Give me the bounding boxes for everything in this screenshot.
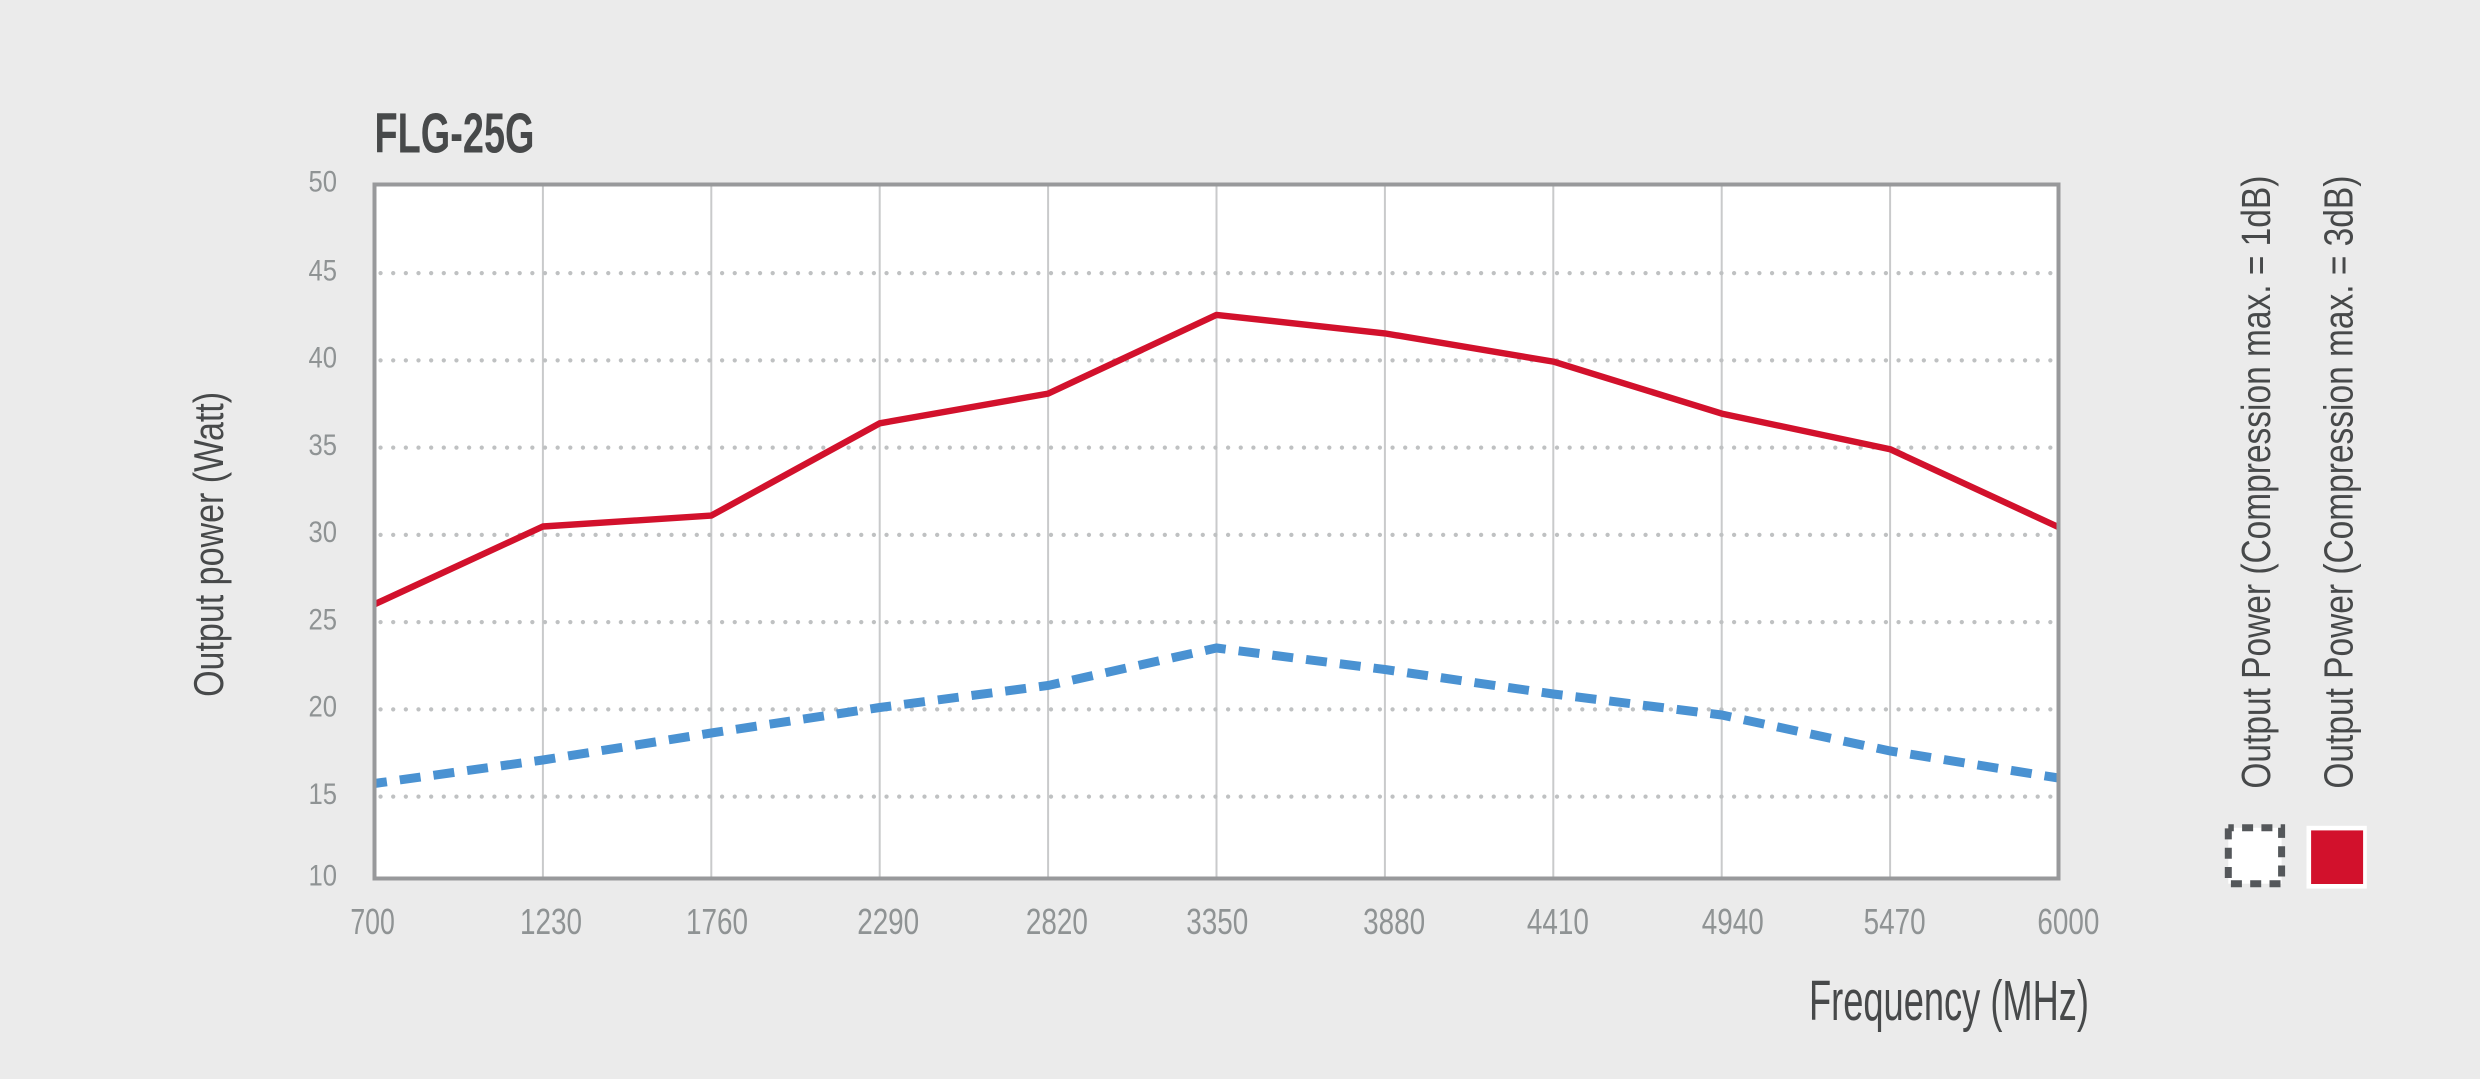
svg-text:3350: 3350	[1186, 901, 1248, 942]
svg-text:FLG-25G: FLG-25G	[375, 102, 535, 166]
svg-text:700: 700	[350, 901, 395, 942]
svg-text:Frequency (MHz): Frequency (MHz)	[1809, 969, 2089, 1033]
svg-text:6000: 6000	[2037, 901, 2099, 942]
svg-text:2290: 2290	[857, 901, 919, 942]
svg-text:4410: 4410	[1527, 901, 1589, 942]
svg-text:30: 30	[309, 516, 338, 549]
svg-text:40: 40	[309, 342, 338, 375]
svg-text:25: 25	[309, 603, 338, 636]
svg-text:2820: 2820	[1026, 901, 1088, 942]
svg-text:35: 35	[309, 429, 338, 462]
svg-text:Output power (Watt): Output power (Watt)	[185, 392, 232, 697]
svg-text:4940: 4940	[1702, 901, 1764, 942]
svg-text:Output Power (Compression max.: Output Power (Compression max. = 1dB)	[2233, 176, 2279, 789]
svg-text:20: 20	[309, 691, 338, 724]
svg-text:5470: 5470	[1864, 901, 1926, 942]
svg-text:1760: 1760	[686, 901, 748, 942]
svg-text:50: 50	[309, 166, 338, 199]
svg-text:Output Power (Compression max.: Output Power (Compression max. = 3dB)	[2315, 176, 2361, 789]
svg-text:45: 45	[309, 254, 338, 287]
svg-text:15: 15	[309, 778, 338, 811]
svg-text:1230: 1230	[520, 901, 582, 942]
svg-text:3880: 3880	[1363, 901, 1425, 942]
svg-text:10: 10	[309, 860, 338, 893]
